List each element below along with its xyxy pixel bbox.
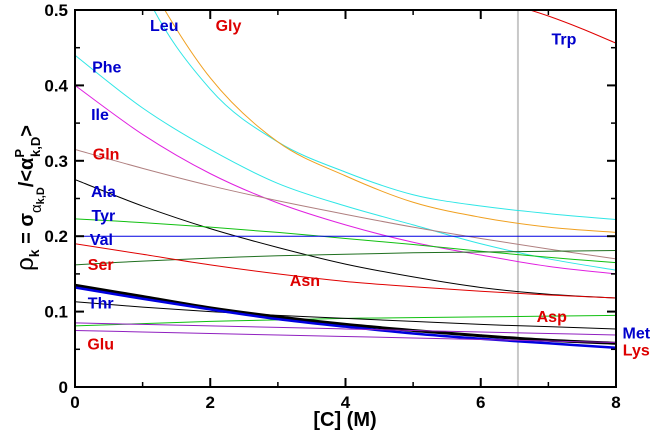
series-line-glu bbox=[75, 329, 616, 344]
curve-label-trp: Trp bbox=[551, 32, 576, 49]
curve-label-lys: Lys bbox=[623, 342, 650, 359]
y-tick-label: 0.5 bbox=[44, 1, 68, 20]
curve-label-ile: Ile bbox=[91, 107, 109, 124]
series-line-gly bbox=[153, 10, 616, 221]
curve-label-glu: Glu bbox=[87, 336, 114, 353]
y-tick-label: 0.2 bbox=[44, 227, 68, 246]
series-line-lys bbox=[75, 286, 616, 350]
y-title-close: > bbox=[16, 125, 38, 137]
curve-label-ser: Ser bbox=[88, 257, 114, 274]
y-tick-label: 0.4 bbox=[44, 76, 68, 95]
curve-label-thr: Thr bbox=[88, 296, 114, 313]
y-axis-title: ρk = σαk,D/<αPk,D> bbox=[12, 125, 47, 271]
y-tick-label: 0.1 bbox=[44, 303, 68, 322]
curve-label-leu: Leu bbox=[150, 18, 178, 35]
y-title-sigma-sub-k: k,D bbox=[35, 187, 47, 204]
curve-label-asn: Asn bbox=[290, 273, 320, 290]
series-line-asn bbox=[75, 243, 616, 299]
curve-label-ala: Ala bbox=[91, 184, 116, 201]
series-line-phe bbox=[75, 54, 616, 271]
series-line-thr bbox=[75, 301, 616, 330]
series-line-bold bbox=[75, 283, 616, 345]
x-tick-label: 8 bbox=[611, 393, 620, 412]
x-tick-label: 0 bbox=[70, 393, 79, 412]
curve-label-gln: Gln bbox=[93, 146, 120, 163]
y-title-rho: ρ bbox=[12, 257, 39, 271]
series-line-met bbox=[75, 322, 616, 336]
curve-label-met: Met bbox=[623, 326, 651, 343]
series-line-gln bbox=[75, 149, 616, 260]
curve-label-gly: Gly bbox=[216, 18, 242, 35]
series-layer bbox=[75, 10, 616, 350]
series-line-leu bbox=[164, 10, 616, 233]
series-line-tyr bbox=[75, 218, 616, 264]
series-line-ser bbox=[75, 250, 616, 266]
y-title-alpha-sub: k,D bbox=[28, 137, 43, 157]
y-title-div: /<α bbox=[16, 157, 38, 187]
plot-frame bbox=[74, 9, 617, 388]
tick-layer: 0 2 4 6 8 0 0.1 0.2 0.3 0.4 0.5 bbox=[44, 1, 620, 412]
x-tick-label: 4 bbox=[341, 393, 351, 412]
x-tick-label: 2 bbox=[206, 393, 215, 412]
curve-label-val: Val bbox=[90, 232, 113, 249]
x-tick-label: 6 bbox=[476, 393, 485, 412]
y-title-sigma-sub-alpha: α bbox=[28, 204, 45, 213]
y-tick-label: 0 bbox=[59, 378, 68, 397]
y-title-rho-sub: k bbox=[26, 249, 42, 257]
curve-label-phe: Phe bbox=[92, 60, 121, 77]
y-title-alpha-sup: P bbox=[12, 149, 27, 158]
series-line-ile bbox=[75, 84, 616, 275]
curve-label-layer: Leu Gly Trp Phe Ile Gln Ala Tyr Val Ser Asn Thr Asp G… bbox=[87, 18, 650, 359]
y-tick-label: 0.3 bbox=[44, 152, 68, 171]
x-axis-title: [C] (M) bbox=[313, 409, 376, 431]
y-title-eq: = σ bbox=[16, 213, 38, 250]
curve-label-asp: Asp bbox=[537, 309, 567, 326]
curve-label-tyr: Tyr bbox=[92, 208, 116, 225]
series-line-ala bbox=[75, 179, 616, 299]
